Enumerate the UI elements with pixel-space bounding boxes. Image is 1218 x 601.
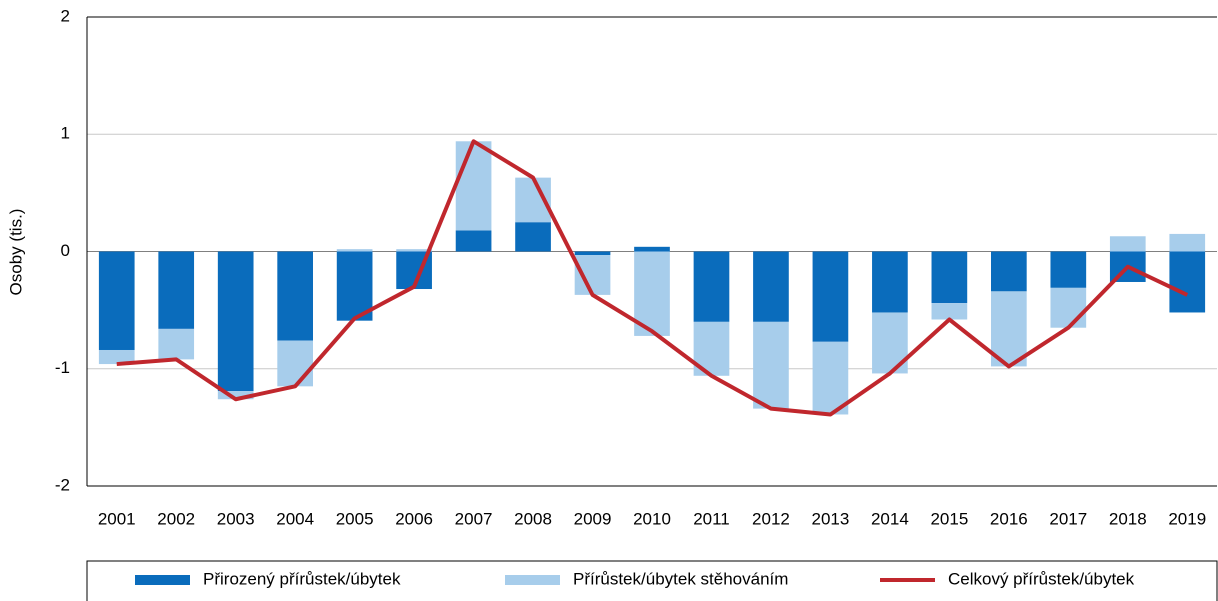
x-tick-label: 2012 [752,509,790,528]
bar [991,291,1027,367]
bar [931,251,968,304]
bar [872,251,908,313]
x-tick-label: 2003 [217,509,255,528]
bar [1169,233,1206,252]
x-tick-label: 2015 [930,509,968,528]
bar [1109,236,1146,252]
bar [1050,287,1087,328]
x-tick-label: 2004 [276,509,314,528]
bar [634,246,670,252]
legend-swatch [135,575,190,585]
y-tick-label: -2 [55,475,70,494]
x-tick-label: 2019 [1168,509,1206,528]
x-tick-label: 2013 [812,509,850,528]
x-tick-label: 2002 [157,509,195,528]
bar [217,251,254,392]
bar [336,249,373,252]
x-tick-label: 2007 [455,509,493,528]
x-tick-label: 2005 [336,509,374,528]
x-tick-label: 2014 [871,509,909,528]
bar [277,340,313,387]
bar [991,251,1027,292]
bar [693,251,730,322]
bar [1050,251,1087,288]
bar [753,251,789,322]
x-tick-label: 2010 [633,509,671,528]
bar [455,141,492,231]
bar [98,251,135,350]
bar [277,251,313,341]
y-tick-label: 1 [61,124,70,143]
bar [98,349,135,365]
bar [336,251,373,321]
y-axis-label: Osoby (tis.) [6,209,25,296]
legend-label: Přírůstek/úbytek stěhováním [573,569,788,588]
x-tick-label: 2017 [1049,509,1087,528]
bar [574,255,611,295]
x-tick-label: 2001 [98,509,136,528]
bar [158,251,195,329]
x-tick-label: 2008 [514,509,552,528]
y-tick-label: -1 [55,358,70,377]
legend-label: Přirozený přírůstek/úbytek [203,569,401,588]
bar [515,222,551,252]
bar [455,230,492,252]
bar [217,391,254,400]
bar [396,249,432,252]
legend-box [86,560,1218,601]
x-tick-label: 2006 [395,509,433,528]
x-tick-label: 2018 [1109,509,1147,528]
bar [753,321,789,409]
bar [1169,251,1206,313]
x-tick-label: 2009 [574,509,612,528]
y-tick-label: 0 [61,241,70,260]
legend-swatch [505,575,560,585]
legend-label: Celkový přírůstek/úbytek [948,569,1135,588]
bar [574,251,611,256]
bar [812,251,849,342]
bar [158,328,195,360]
bar [812,341,849,415]
x-tick-label: 2011 [693,509,730,528]
y-tick-label: 2 [61,6,70,25]
bar [931,303,968,320]
line [116,139,1189,417]
x-tick-label: 2016 [990,509,1028,528]
